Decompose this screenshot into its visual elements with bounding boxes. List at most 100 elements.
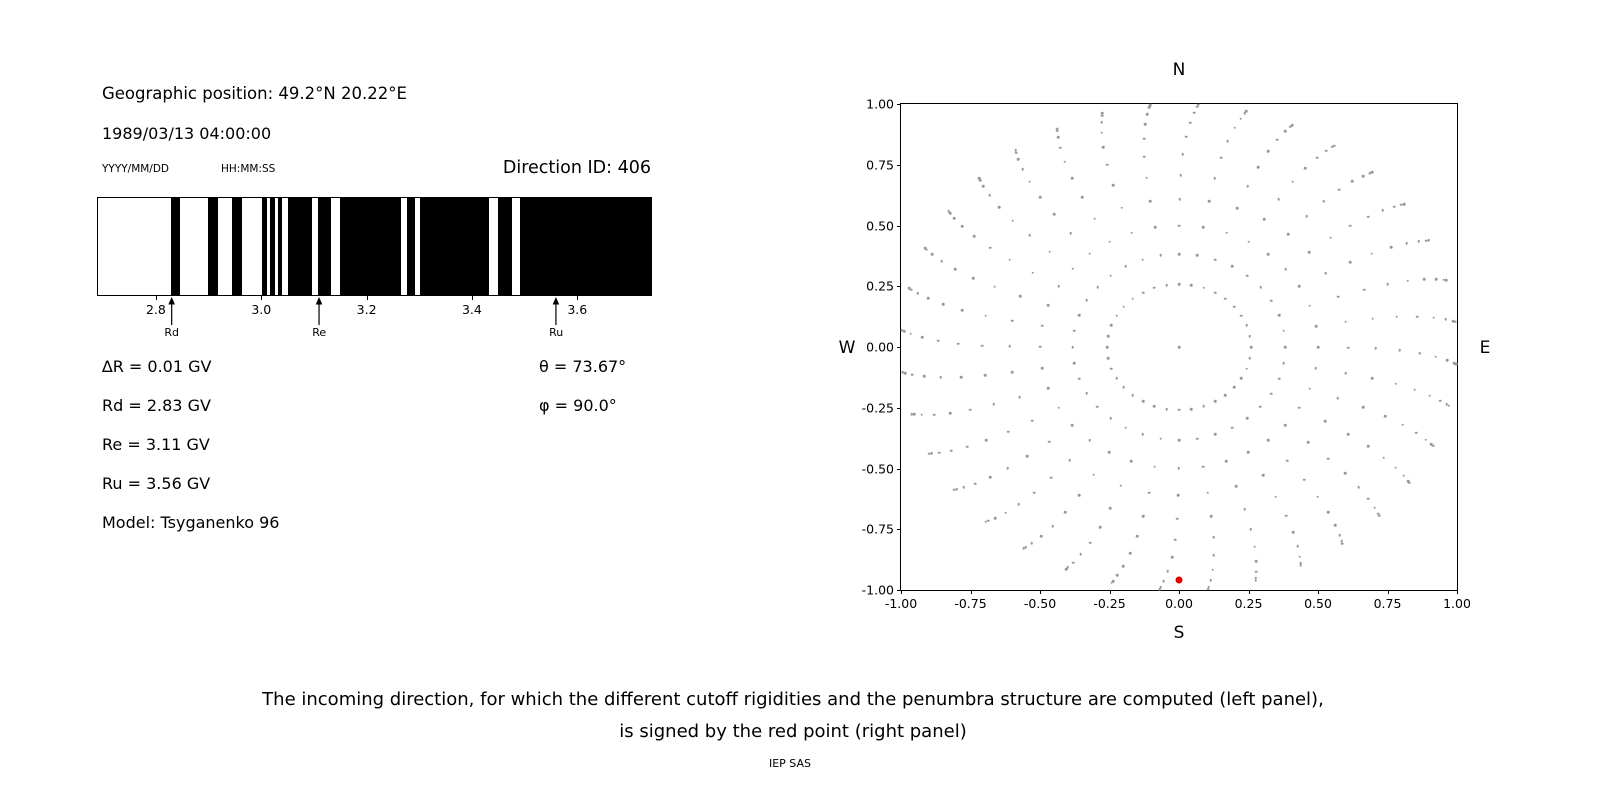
direction-dot xyxy=(961,308,964,312)
direction-dot xyxy=(1389,245,1393,249)
direction-dot xyxy=(1177,282,1181,286)
direction-dot xyxy=(1402,474,1405,477)
direction-dot xyxy=(1008,345,1012,348)
direction-dot xyxy=(1011,219,1014,222)
direction-dot xyxy=(1336,396,1340,400)
direction-dot xyxy=(1030,541,1034,545)
direction-dot xyxy=(1316,495,1320,499)
direction-dot xyxy=(1261,474,1265,477)
direction-dot xyxy=(1415,315,1419,318)
direction-dot xyxy=(1283,130,1287,133)
direction-dot xyxy=(1361,405,1365,409)
direction-dot xyxy=(1071,267,1074,271)
penumbra-band xyxy=(208,198,219,295)
direction-dot xyxy=(1248,334,1252,338)
direction-dot xyxy=(1298,285,1301,288)
direction-dot xyxy=(1302,478,1306,481)
x-tick-mark xyxy=(155,296,157,300)
y-tick-mark xyxy=(897,286,901,288)
direction-dot xyxy=(1202,404,1205,408)
direction-dot xyxy=(1244,109,1248,113)
direction-dot xyxy=(1170,556,1174,559)
direction-dot xyxy=(1214,258,1217,261)
direction-dot xyxy=(1145,176,1148,179)
direction-dot xyxy=(1196,254,1199,257)
direction-dot xyxy=(953,267,957,271)
direction-dot xyxy=(1370,170,1374,174)
direction-dot xyxy=(1277,197,1281,201)
direction-dot xyxy=(1101,112,1104,115)
direction-dot xyxy=(1100,120,1103,124)
compass-east-label: E xyxy=(1479,338,1491,358)
direction-dot xyxy=(1196,437,1199,440)
direction-dot xyxy=(969,408,972,412)
direction-dot xyxy=(1296,544,1299,548)
direction-dot xyxy=(1346,346,1350,349)
direction-dot xyxy=(1048,250,1052,253)
y-tick-label: 1.00 xyxy=(866,96,894,112)
direction-dot xyxy=(1070,177,1074,180)
direction-dot xyxy=(910,288,913,291)
cutoff-marker-label: Ru xyxy=(549,326,564,339)
direction-dot xyxy=(1401,423,1404,427)
direction-dot xyxy=(953,217,956,220)
x-tick-mark xyxy=(901,590,902,594)
direction-dot xyxy=(1247,450,1250,454)
direction-dot xyxy=(977,176,981,180)
direction-dot xyxy=(1256,165,1260,169)
direction-dot xyxy=(1022,547,1025,550)
compass-south-label: S xyxy=(1173,623,1185,643)
direction-dot xyxy=(1153,465,1156,468)
direction-dot xyxy=(1141,433,1144,436)
direction-dot xyxy=(1451,319,1455,323)
compass-west-label: W xyxy=(838,338,856,358)
direction-dot xyxy=(930,253,934,256)
direction-dot xyxy=(1454,320,1457,323)
direction-dot xyxy=(1122,386,1126,389)
direction-dot xyxy=(1298,555,1302,558)
x-tick-mark xyxy=(261,296,263,300)
penumbra-band xyxy=(231,198,242,295)
penumbra-x-axis: 2.8 3.0 3.2 3.4 3.6 Rd Re Ru xyxy=(98,296,651,358)
direction-dot xyxy=(1246,416,1249,420)
direction-dot xyxy=(1072,329,1076,333)
direction-dot xyxy=(1112,183,1115,187)
direction-dot xyxy=(1344,472,1347,475)
direction-dot xyxy=(1286,459,1289,462)
caption-line-1: The incoming direction, for which the di… xyxy=(262,689,1324,710)
direction-dot xyxy=(1030,419,1034,422)
direction-dot xyxy=(1223,297,1227,301)
direction-dot xyxy=(1064,567,1068,571)
direction-dot xyxy=(1424,438,1428,441)
direction-dot xyxy=(1370,252,1374,255)
direction-dot xyxy=(1306,441,1310,444)
direction-dot xyxy=(1088,252,1092,256)
direction-dot xyxy=(1288,125,1292,128)
y-tick-mark xyxy=(897,104,901,105)
x-tick-label: 1.00 xyxy=(1443,596,1471,611)
direction-dot xyxy=(1096,285,1099,289)
direction-dot xyxy=(1106,356,1110,360)
direction-dot xyxy=(1298,406,1301,410)
direction-dot xyxy=(1286,232,1290,236)
direction-dot xyxy=(1079,553,1083,556)
direction-dot xyxy=(1327,457,1330,460)
direction-dot xyxy=(1072,361,1076,365)
direction-dot xyxy=(1085,299,1089,302)
direction-dot xyxy=(978,178,982,182)
direction-dot xyxy=(1232,305,1236,308)
direction-dot xyxy=(997,205,1001,209)
direction-dot xyxy=(1232,386,1236,389)
direction-dot xyxy=(1153,226,1157,229)
direction-dot xyxy=(1207,200,1211,203)
direction-dot xyxy=(910,412,914,416)
direction-dot xyxy=(1120,206,1123,210)
direction-dot xyxy=(913,412,916,416)
direction-dot xyxy=(988,246,992,249)
y-tick-label: -0.25 xyxy=(861,400,894,416)
direction-dot xyxy=(1381,208,1385,212)
direction-dot xyxy=(1010,370,1014,374)
direction-dot xyxy=(1284,423,1287,427)
direction-dot xyxy=(1077,313,1081,317)
direction-dot xyxy=(902,329,906,333)
